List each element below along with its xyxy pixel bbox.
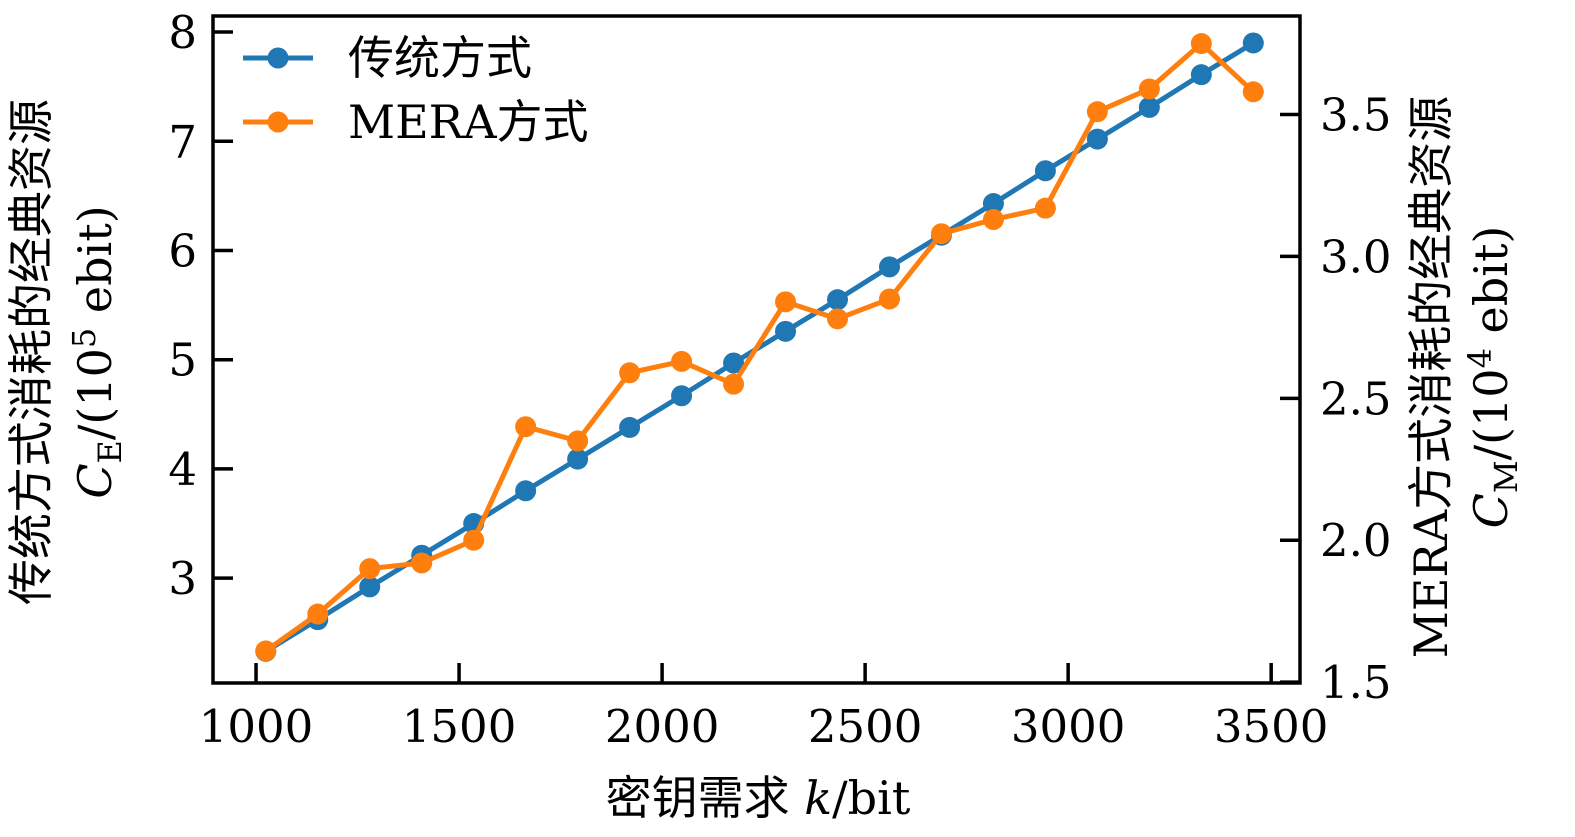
- right-y-tick-label: 2.5: [1320, 372, 1392, 425]
- x-tick-label: 3000: [1011, 700, 1126, 753]
- data-point-marker: [567, 430, 589, 452]
- right-y-tick-label: 2.0: [1320, 514, 1392, 567]
- data-point-marker: [1138, 78, 1160, 100]
- data-point-marker: [1034, 160, 1056, 182]
- left-y-tick-label: 5: [168, 334, 197, 387]
- legend-entry: 传统方式: [243, 31, 532, 85]
- legend-label: MERA方式: [348, 95, 589, 149]
- data-point-marker: [567, 448, 589, 470]
- data-point-marker: [1086, 101, 1108, 123]
- legend-marker: [267, 47, 289, 69]
- data-point-marker: [671, 350, 693, 372]
- data-point-marker: [359, 576, 381, 598]
- axis-ticks: [213, 30, 1300, 684]
- legend-entry: MERA方式: [243, 95, 589, 149]
- left-y-tick-label: 7: [168, 115, 197, 168]
- data-point-marker: [723, 352, 745, 374]
- data-point-marker: [775, 320, 797, 342]
- left-y-tick-label: 8: [168, 6, 197, 59]
- x-axis-title: 密钥需求 k/bit: [606, 771, 911, 825]
- left-axis-title-math: CE/(105 ebit): [65, 205, 129, 498]
- data-point-marker: [515, 480, 537, 502]
- data-point-marker: [982, 209, 1004, 231]
- data-point-marker: [411, 552, 433, 574]
- data-point-marker: [307, 603, 329, 625]
- x-tick-label: 2500: [808, 700, 923, 753]
- data-series: [255, 32, 1264, 662]
- data-point-marker: [775, 291, 797, 313]
- data-point-marker: [930, 223, 952, 245]
- right-y-tick-label: 1.5: [1320, 656, 1392, 709]
- legend-marker: [267, 111, 289, 133]
- data-point-marker: [1190, 64, 1212, 86]
- x-tick-label: 2000: [605, 700, 720, 753]
- data-point-marker: [1190, 33, 1212, 55]
- data-point-marker: [723, 373, 745, 395]
- data-point-marker: [619, 362, 641, 384]
- data-point-marker: [515, 416, 537, 438]
- left-y-tick-label: 4: [168, 443, 197, 496]
- x-tick-label: 1500: [402, 700, 517, 753]
- legend-label: 传统方式: [348, 31, 532, 85]
- data-point-marker: [827, 308, 849, 330]
- right-axis-title-cn: MERA方式消耗的经典资源: [1404, 96, 1458, 659]
- data-point-marker: [1242, 32, 1264, 54]
- plot-border: [211, 14, 1302, 685]
- data-point-marker: [878, 288, 900, 310]
- series-mera: [255, 33, 1264, 662]
- data-point-marker: [619, 416, 641, 438]
- data-point-marker: [1242, 81, 1264, 103]
- x-tick-label: 1000: [199, 700, 314, 753]
- left-y-tick-label: 3: [168, 552, 197, 605]
- data-point-marker: [671, 385, 693, 407]
- axis-tick-labels: 1000 1500 2000 2500 3000 3500 3 4 5 6 7 8 1.5 2.0 2.5 3…: [168, 6, 1391, 753]
- plot-frame: [211, 14, 1302, 685]
- right-y-tick-label: 3.0: [1320, 230, 1392, 283]
- data-point-marker: [463, 529, 485, 551]
- data-point-marker: [1138, 96, 1160, 118]
- axis-titles: 传统方式消耗的经典资源 CE/(105 ebit) MERA方式消耗的经典资源 …: [4, 96, 1525, 825]
- data-point-marker: [982, 193, 1004, 215]
- data-point-marker: [878, 256, 900, 278]
- data-point-marker: [1086, 128, 1108, 150]
- left-y-tick-label: 6: [168, 224, 197, 277]
- right-axis-title-math: CM/(104 ebit): [1461, 226, 1525, 529]
- data-point-marker: [359, 558, 381, 580]
- data-point-marker: [255, 640, 277, 662]
- legend: 传统方式 MERA方式: [243, 31, 589, 149]
- right-y-tick-label: 3.5: [1320, 88, 1392, 141]
- data-point-marker: [827, 289, 849, 311]
- x-tick-label: 3500: [1214, 700, 1329, 753]
- left-axis-title-cn: 传统方式消耗的经典资源: [4, 99, 58, 605]
- data-point-marker: [1034, 197, 1056, 219]
